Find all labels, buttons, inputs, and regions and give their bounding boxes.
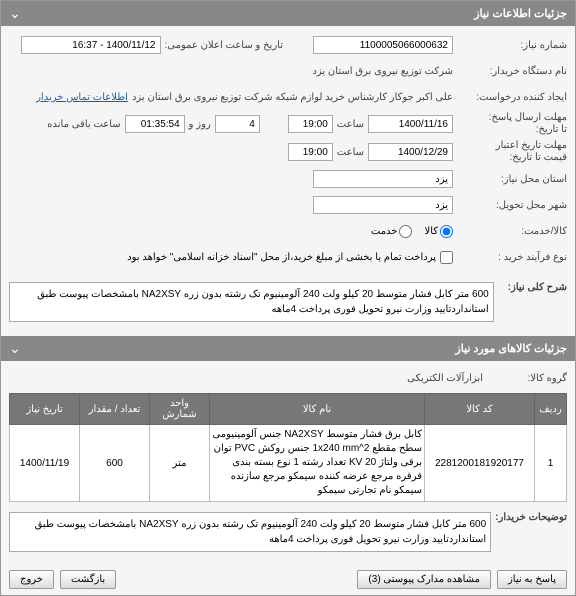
delivery-city-value: یزد	[313, 196, 453, 214]
goods-group-value: ابزارآلات الکتریکی	[407, 373, 483, 384]
validity-sub: قیمت تا تاریخ:	[510, 152, 567, 163]
th-unit: واحد شمارش	[150, 394, 210, 425]
panel-header: جزئیات اطلاعات نیاز ⌄	[1, 1, 575, 26]
process-type-label: نوع فرآیند خرید :	[457, 252, 567, 263]
delivery-city-label: شهر محل تحویل:	[457, 200, 567, 211]
goods-service-label: کالا/خدمت:	[457, 226, 567, 237]
th-qty: تعداد / مقدار	[80, 394, 150, 425]
need-no-label: شماره نیاز:	[457, 40, 567, 51]
table-row[interactable]: 1 2281200181920177 کابل برق فشار متوسط N…	[10, 425, 567, 502]
deadline-hour: 19:00	[288, 115, 333, 133]
button-row: پاسخ به نیاز مشاهده مدارک پیوستی (3) باز…	[1, 564, 575, 595]
buyer-value: شرکت توزیع نیروی برق استان یزد	[312, 66, 453, 77]
th-name: نام کالا	[210, 394, 425, 425]
cell-qty: 600	[80, 425, 150, 502]
process-checkbox[interactable]	[440, 251, 453, 264]
goods-service-radio-group: کالا خدمت	[371, 225, 453, 238]
table-header-row: ردیف کد کالا نام کالا واحد شمارش تعداد /…	[10, 394, 567, 425]
items-header-title: جزئیات کالاهای مورد نیاز	[455, 342, 567, 355]
goods-group-label: گروه کالا:	[487, 373, 567, 384]
need-no-value: 1100005066000632	[313, 36, 453, 54]
items-table: ردیف کد کالا نام کالا واحد شمارش تعداد /…	[9, 393, 567, 502]
radio-service[interactable]: خدمت	[371, 225, 413, 238]
cell-name: کابل برق فشار متوسط NA2XSY جنس آلومینیوم…	[210, 425, 425, 502]
creator-value: علی اکبر جوکار کارشناس خرید لوازم شبکه ش…	[132, 92, 453, 103]
need-desc-label: شرح کلی نیاز:	[498, 282, 567, 293]
province-value: یزد	[313, 170, 453, 188]
items-header: جزئیات کالاهای مورد نیاز ⌄	[1, 336, 575, 361]
validity-label: مهلت تاریخ اعتبار	[496, 140, 567, 151]
cell-date: 1400/11/19	[10, 425, 80, 502]
exit-button[interactable]: خروج	[9, 570, 54, 589]
collapse-icon[interactable]: ⌄	[9, 5, 21, 22]
hour-label-1: ساعت	[337, 119, 364, 130]
items-collapse-icon[interactable]: ⌄	[9, 340, 21, 357]
process-checkbox-row: پرداخت تمام یا بخشی از مبلغ خرید،از محل …	[127, 251, 453, 264]
validity-hour: 19:00	[288, 143, 333, 161]
th-code: کد کالا	[425, 394, 535, 425]
radio-goods[interactable]: کالا	[424, 225, 453, 238]
province-label: استان محل نیاز:	[457, 174, 567, 185]
validity-date: 1400/12/29	[368, 143, 453, 161]
cell-idx: 1	[535, 425, 567, 502]
contact-link[interactable]: اطلاعات تماس خریدار	[36, 92, 128, 103]
panel-title: جزئیات اطلاعات نیاز	[474, 7, 567, 20]
announce-label: تاریخ و ساعت اعلان عمومی:	[165, 40, 284, 51]
remain-label: روز و	[189, 119, 211, 130]
respond-button[interactable]: پاسخ به نیاز	[497, 570, 567, 589]
buyer-desc-label: توضیحات خریدار:	[495, 512, 567, 523]
hour-label-2: ساعت	[337, 147, 364, 158]
deadline-until: تا تاریخ:	[536, 124, 567, 135]
announce-value: 1400/11/12 - 16:37	[21, 36, 161, 54]
creator-label: ایجاد کننده درخواست:	[457, 92, 567, 103]
back-button[interactable]: بازگشت	[60, 570, 116, 589]
buyer-label: نام دستگاه خریدار:	[457, 66, 567, 77]
process-note: پرداخت تمام یا بخشی از مبلغ خرید،از محل …	[127, 252, 436, 263]
remain-suffix: ساعت باقی مانده	[47, 119, 120, 130]
th-idx: ردیف	[535, 394, 567, 425]
buyer-desc-box: 600 متر کابل فشار متوسط 20 کیلو ولت 240 …	[9, 512, 491, 552]
cell-unit: متر	[150, 425, 210, 502]
cell-code: 2281200181920177	[425, 425, 535, 502]
attachments-button[interactable]: مشاهده مدارک پیوستی (3)	[357, 570, 491, 589]
radio-goods-input[interactable]	[440, 225, 453, 238]
remain-time: 01:35:54	[125, 115, 185, 133]
remain-days: 4	[215, 115, 260, 133]
deadline-label: مهلت ارسال پاسخ:	[489, 112, 567, 123]
deadline-date: 1400/11/16	[368, 115, 453, 133]
need-desc-box: 600 متر کابل فشار متوسط 20 کیلو ولت 240 …	[9, 282, 494, 322]
th-date: تاریخ نیاز	[10, 394, 80, 425]
radio-service-input[interactable]	[399, 225, 412, 238]
